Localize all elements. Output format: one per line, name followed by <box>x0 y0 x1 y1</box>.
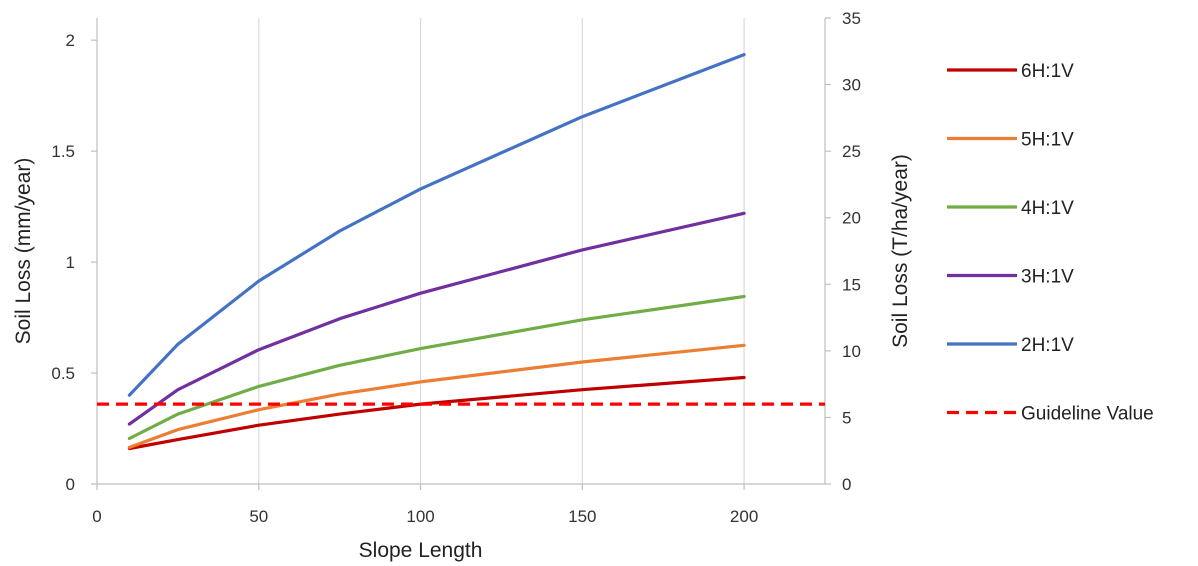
x-tick-label: 200 <box>730 507 758 526</box>
y-right-tick-label: 15 <box>842 275 861 294</box>
y-left-tick-label: 2 <box>66 31 75 50</box>
legend-label-4h-1v: 4H:1V <box>1021 198 1074 219</box>
legend-label-3h-1v: 3H:1V <box>1021 267 1074 288</box>
series-layer <box>97 52 825 451</box>
y-right-tick-label: 0 <box>842 475 851 494</box>
y-right-tick-label: 20 <box>842 209 861 228</box>
x-tick-label: 150 <box>568 507 596 526</box>
y-right-tick-label: 35 <box>842 9 861 28</box>
y-right-tick-label: 10 <box>842 342 861 361</box>
series-line-4h-1v <box>127 294 746 441</box>
y-left-tick-label: 0.5 <box>51 364 75 383</box>
legend-label-guideline-value: Guideline Value <box>1021 404 1154 425</box>
x-tick-label: 0 <box>92 507 101 526</box>
y-right-tick-label: 5 <box>842 408 851 427</box>
x-axis-title: Slope Length <box>359 539 483 562</box>
legend-label-2h-1v: 2H:1V <box>1021 335 1074 356</box>
y-right-tick-label: 30 <box>842 76 861 95</box>
y-right-tick-label: 25 <box>842 142 861 161</box>
legend-label-6h-1v: 6H:1V <box>1021 61 1074 82</box>
y-axis-left-title: Soil Loss (mm/year) <box>12 158 35 345</box>
axes-layer <box>91 17 831 490</box>
series-line-6h-1v <box>127 375 746 451</box>
y-left-tick-label: 0 <box>66 475 75 494</box>
series-line-2h-1v <box>127 52 746 397</box>
x-tick-label: 50 <box>249 507 268 526</box>
y-axis-right-title: Soil Loss (T/ha/year) <box>889 154 912 348</box>
series-line-5h-1v <box>127 343 746 449</box>
legend: 6H:1V 5H:1V 4H:1V 3H:1V 2H:1V Guideline Value <box>947 61 1154 425</box>
x-tick-label: 100 <box>406 507 434 526</box>
series-line-3h-1v <box>127 211 746 426</box>
y-left-tick-label: 1 <box>66 253 75 272</box>
y-left-tick-label: 1.5 <box>51 142 75 161</box>
legend-label-5h-1v: 5H:1V <box>1021 130 1074 151</box>
